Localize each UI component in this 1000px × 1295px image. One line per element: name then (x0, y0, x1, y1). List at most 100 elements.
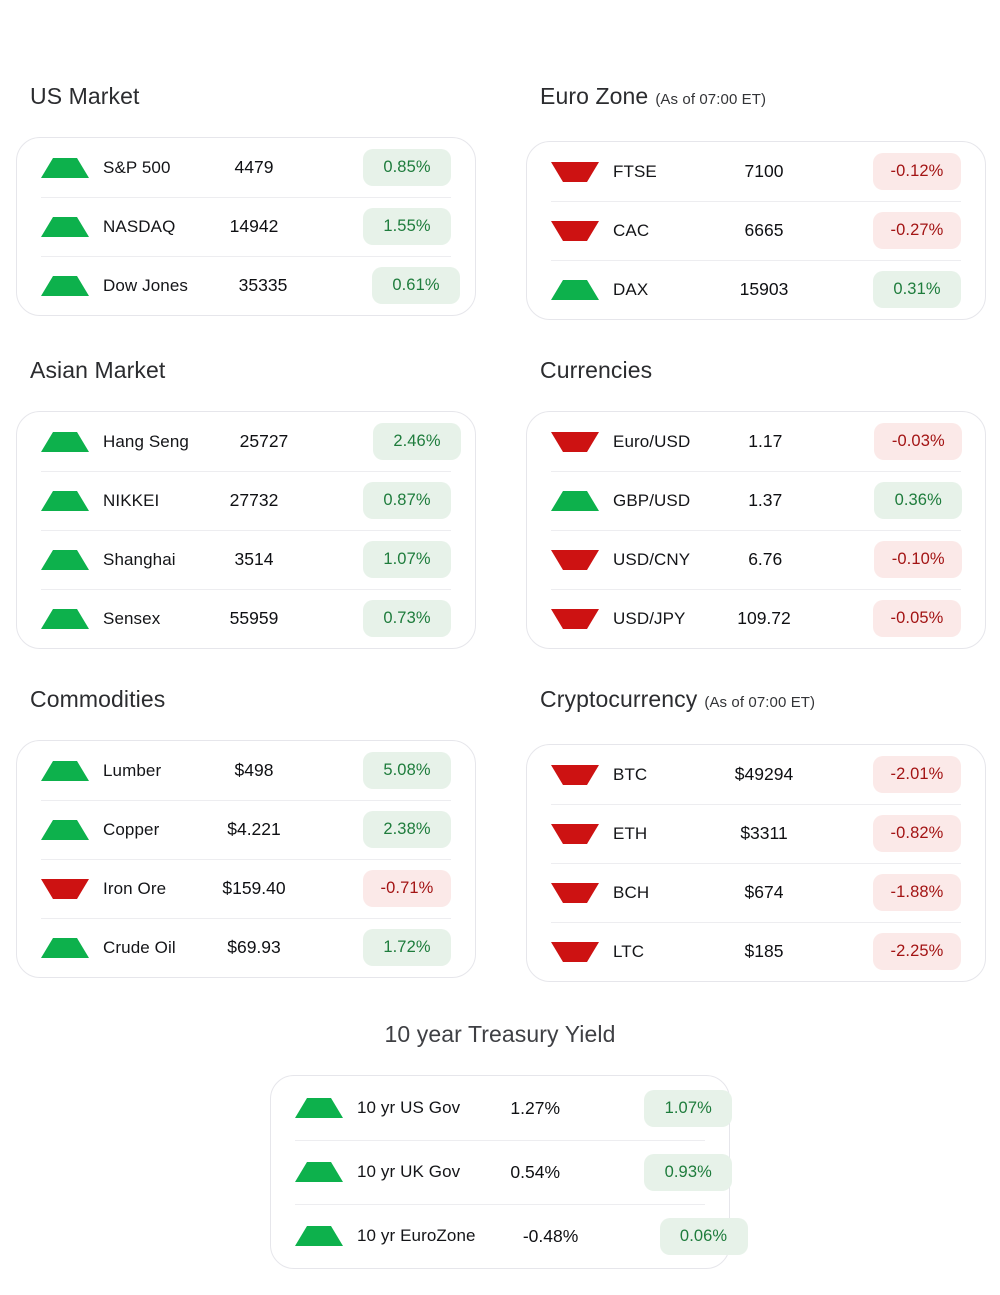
instrument-label: S&P 500 (103, 157, 171, 177)
instrument-value: 35335 (238, 275, 288, 295)
section-subtitle: (As of 07:00 ET) (655, 91, 767, 108)
instrument-value: 109.72 (737, 608, 791, 628)
instrument-label: USD/CNY (613, 549, 691, 569)
change-badge: 0.87% (363, 482, 451, 519)
change-badge: 5.08% (363, 752, 451, 789)
section-asian-market: Asian Market Hang Seng 25727 2.46% NIKKE… (16, 356, 476, 649)
change-badge: 0.61% (372, 267, 460, 304)
change-badge: 2.46% (372, 423, 461, 460)
change-badge: -0.71% (363, 870, 451, 907)
instrument-value: 3514 (234, 549, 274, 569)
section-title: Currencies (540, 357, 653, 383)
section-heading: Cryptocurrency (As of 07:00 ET) (540, 685, 986, 717)
market-row: 10 yr EuroZone -0.48% 0.06% (271, 1204, 748, 1268)
market-card: Lumber $498 5.08% Copper $4.221 2.38% Ir… (16, 740, 476, 978)
instrument-value: 15903 (739, 279, 789, 299)
section-heading: US Market (30, 82, 476, 110)
instrument-label: ETH (613, 823, 648, 843)
section-heading: Asian Market (30, 356, 476, 384)
down-triangle-icon (41, 878, 89, 899)
market-row: Crude Oil $69.93 1.72% (17, 918, 475, 977)
instrument-label: NASDAQ (103, 216, 176, 236)
market-row: DAX 15903 0.31% (527, 260, 985, 319)
section-heading: Commodities (30, 685, 476, 713)
market-row: LTC $185 -2.25% (527, 922, 985, 981)
change-badge: 0.06% (659, 1217, 748, 1255)
up-triangle-icon (295, 1226, 343, 1246)
market-sections-grid: US Market S&P 500 4479 0.85% NASDAQ 1494… (16, 82, 986, 982)
instrument-value: 25727 (239, 431, 289, 451)
up-triangle-icon (295, 1162, 343, 1182)
instrument-value: $674 (744, 882, 784, 902)
market-row: Iron Ore $159.40 -0.71% (17, 859, 475, 918)
up-triangle-icon (41, 275, 89, 296)
market-row: Shanghai 3514 1.07% (17, 530, 475, 589)
market-row: Euro/USD 1.17 -0.03% (527, 412, 985, 471)
market-dashboard: US Market S&P 500 4479 0.85% NASDAQ 1494… (16, 82, 986, 1269)
market-row: GBP/USD 1.37 0.36% (527, 471, 985, 530)
instrument-label: Dow Jones (103, 275, 188, 295)
instrument-value: 6665 (744, 220, 784, 240)
market-card: Hang Seng 25727 2.46% NIKKEI 27732 0.87%… (16, 411, 476, 649)
instrument-value: 27732 (229, 490, 279, 510)
change-badge: -0.82% (873, 815, 961, 852)
up-triangle-icon (41, 549, 89, 570)
up-triangle-icon (551, 279, 599, 300)
instrument-label: Lumber (103, 760, 162, 780)
market-row: Copper $4.221 2.38% (17, 800, 475, 859)
up-triangle-icon (295, 1098, 343, 1118)
instrument-label: Crude Oil (103, 937, 176, 957)
market-card: 10 yr US Gov 1.27% 1.07% 10 yr UK Gov 0.… (270, 1075, 748, 1269)
down-triangle-icon (551, 608, 599, 629)
up-triangle-icon (41, 490, 89, 511)
change-badge: -0.27% (873, 212, 961, 249)
instrument-value: $3311 (740, 823, 788, 843)
instrument-label: USD/JPY (613, 608, 686, 628)
section-title: Commodities (30, 686, 166, 712)
market-row: 10 yr UK Gov 0.54% 0.93% (271, 1140, 733, 1204)
down-triangle-icon (551, 220, 599, 241)
change-badge: -0.05% (873, 600, 961, 637)
section-heading: Euro Zone (As of 07:00 ET) (540, 82, 986, 114)
instrument-label: Shanghai (103, 549, 176, 569)
instrument-label: Sensex (103, 608, 161, 628)
down-triangle-icon (551, 549, 599, 570)
instrument-value: 14942 (229, 216, 279, 236)
down-triangle-icon (551, 764, 599, 785)
up-triangle-icon (41, 819, 89, 840)
instrument-value: $159.40 (222, 878, 286, 898)
instrument-value: $185 (744, 941, 784, 961)
up-triangle-icon (41, 216, 89, 237)
instrument-label: BTC (613, 764, 648, 784)
market-card: S&P 500 4479 0.85% NASDAQ 14942 1.55% Do… (16, 137, 476, 316)
section-title: Euro Zone (540, 83, 649, 109)
instrument-label: 10 yr US Gov (357, 1098, 461, 1117)
market-row: ETH $3311 -0.82% (527, 804, 985, 863)
instrument-label: FTSE (613, 161, 657, 181)
market-card: BTC $49294 -2.01% ETH $3311 -0.82% BCH $… (526, 744, 986, 982)
change-badge: 0.93% (644, 1153, 733, 1191)
instrument-label: Copper (103, 819, 160, 839)
down-triangle-icon (551, 823, 599, 844)
down-triangle-icon (551, 431, 599, 452)
instrument-label: LTC (613, 941, 645, 961)
change-badge: -0.12% (873, 153, 961, 190)
change-badge: 0.36% (874, 482, 963, 519)
change-badge: 1.55% (363, 208, 451, 245)
instrument-label: BCH (613, 882, 650, 902)
instrument-label: GBP/USD (613, 490, 691, 510)
section-currencies: Currencies Euro/USD 1.17 -0.03% GBP/USD … (526, 356, 986, 649)
section-heading: 10 year Treasury Yield (270, 1020, 730, 1048)
up-triangle-icon (41, 157, 89, 178)
change-badge: -2.25% (873, 933, 961, 970)
market-row: CAC 6665 -0.27% (527, 201, 985, 260)
instrument-label: NIKKEI (103, 490, 160, 510)
section-us-market: US Market S&P 500 4479 0.85% NASDAQ 1494… (16, 82, 476, 320)
market-row: Sensex 55959 0.73% (17, 589, 475, 648)
instrument-label: 10 yr UK Gov (357, 1162, 461, 1181)
instrument-value: $49294 (734, 764, 794, 784)
up-triangle-icon (41, 431, 89, 452)
section-euro-zone: Euro Zone (As of 07:00 ET) FTSE 7100 -0.1… (526, 82, 986, 320)
change-badge: -2.01% (873, 756, 961, 793)
instrument-label: Hang Seng (103, 431, 189, 451)
